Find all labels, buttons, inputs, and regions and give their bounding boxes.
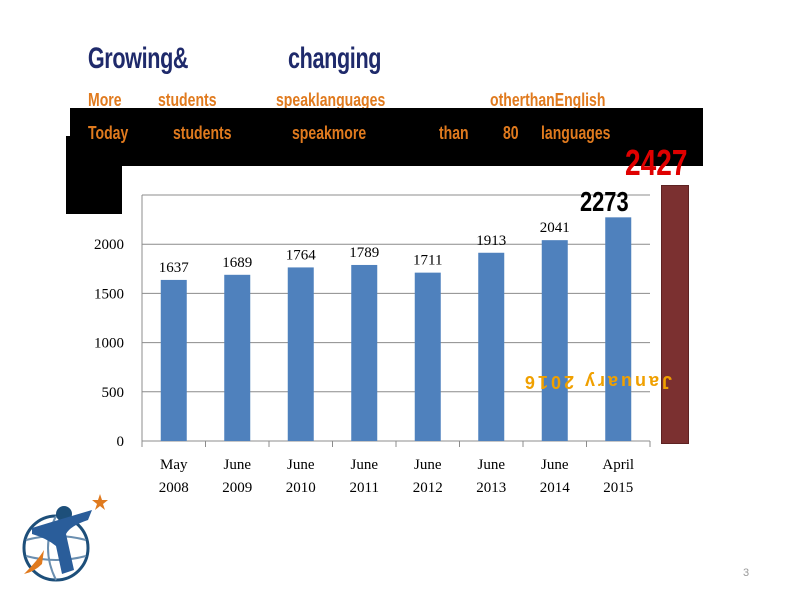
bar-4	[414, 272, 441, 441]
black-banner	[70, 108, 703, 166]
subtitle-2-word-6: languages	[541, 123, 611, 143]
x-label-7-line-2: 2015	[603, 480, 633, 496]
x-label-0-line-2: 2008	[159, 480, 189, 496]
subtitle-2-word-5: 80	[503, 123, 519, 143]
data-label-3: 1789	[349, 245, 379, 261]
bar-0	[160, 279, 187, 441]
subtitle-1-word-3: speaklanguages	[276, 90, 386, 110]
x-label-3-line-2: 2011	[350, 480, 379, 496]
x-label-5-line-2: 2013	[476, 480, 506, 496]
bar-1	[224, 274, 251, 441]
x-label-3-line-1: June	[351, 457, 379, 473]
subtitle-1-word-2: students	[158, 90, 217, 110]
data-label-6: 2041	[540, 220, 570, 236]
data-label-2: 1764	[286, 247, 317, 263]
subtitle-1-word-4: otherthanEnglish	[490, 90, 606, 110]
subtitle-2-word-2: students	[173, 123, 232, 143]
x-label-2-line-2: 2010	[286, 480, 316, 496]
x-label-1-line-1: June	[224, 457, 252, 473]
data-label-4: 1711	[413, 253, 442, 269]
x-label-4-line-1: June	[414, 457, 442, 473]
y-tick-label-1000: 1000	[94, 336, 124, 352]
x-label-5-line-1: June	[478, 457, 506, 473]
data-label-1: 1689	[222, 255, 252, 271]
globe-person-logo-icon	[22, 494, 108, 582]
y-tick-label-0: 0	[117, 434, 125, 450]
x-label-7-line-1: April	[602, 457, 634, 473]
data-label-0: 1637	[159, 260, 190, 276]
mirrored-date-text: January 2016	[521, 372, 672, 392]
bar-5	[478, 252, 505, 441]
x-label-1-line-2: 2009	[222, 480, 252, 496]
title-word-growing: Growing&	[87, 42, 189, 75]
bar-3	[351, 264, 378, 441]
subtitle-1-word-1: More	[88, 90, 122, 110]
bar-2	[287, 267, 314, 441]
slide-title: Growing& changing	[0, 42, 576, 82]
bar-6	[541, 240, 568, 441]
title-word-changing: changing	[288, 42, 382, 75]
x-label-0-line-1: May	[160, 457, 188, 473]
x-label-6-line-1: June	[541, 457, 569, 473]
x-label-6-line-2: 2014	[540, 480, 571, 496]
bar-7	[605, 217, 632, 441]
black-block	[66, 136, 122, 214]
x-label-2-line-1: June	[287, 457, 315, 473]
y-tick-label-2000: 2000	[94, 237, 124, 253]
y-tick-label-500: 500	[102, 385, 125, 401]
x-label-4-line-2: 2012	[413, 480, 443, 496]
subtitle-2-word-3: speakmore	[292, 123, 367, 143]
data-label-5: 1913	[476, 233, 506, 249]
y-tick-label-1500: 1500	[94, 286, 124, 302]
subtitle-2-word-4: than	[439, 123, 469, 143]
side-highlight-bar	[661, 185, 689, 444]
subtitle-2-word-1: Today	[88, 123, 129, 143]
page-number: 3	[743, 567, 750, 579]
callout-2273: 2273	[580, 186, 629, 217]
callout-2427: 2427	[625, 142, 688, 183]
